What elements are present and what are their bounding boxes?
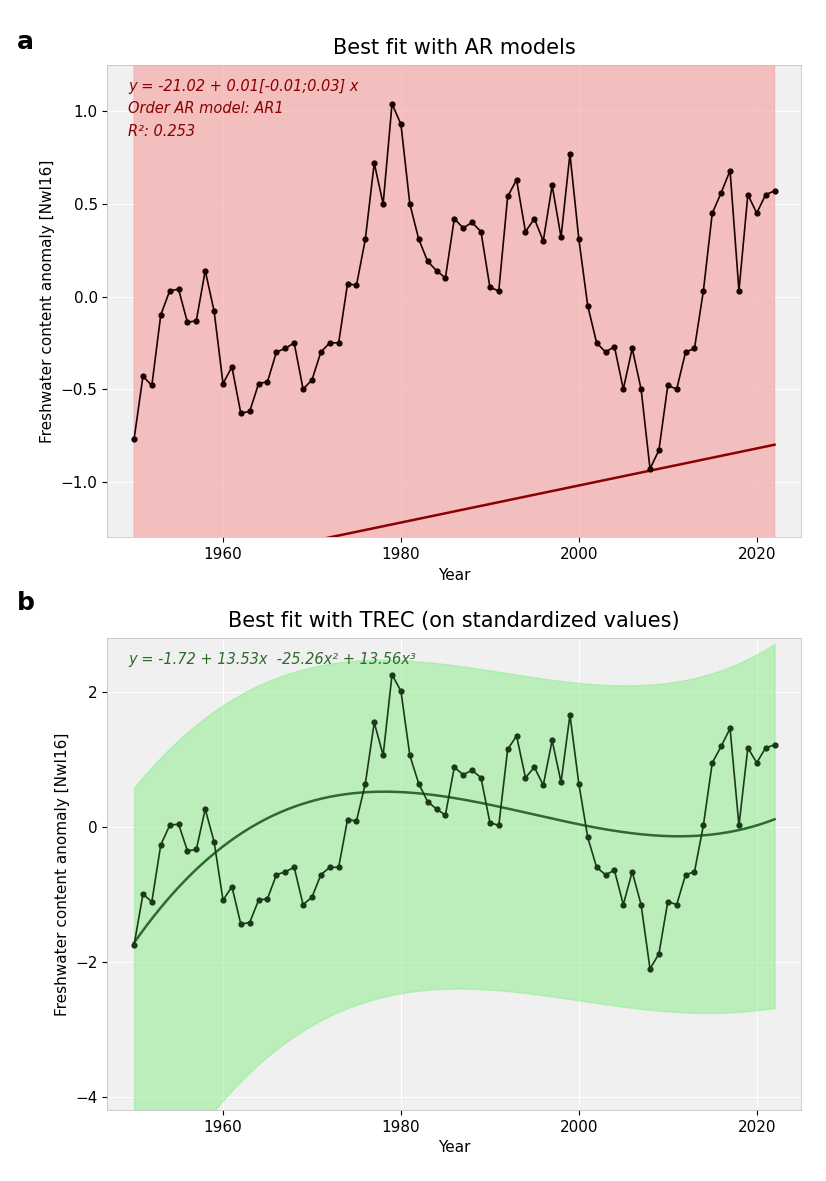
Title: Best fit with TREC (on standardized values): Best fit with TREC (on standardized valu… (229, 611, 680, 631)
Text: a: a (17, 30, 34, 53)
Text: y = -21.02 + 0.01[-0.01;0.03] x
Order AR model: AR1
R²: 0.253: y = -21.02 + 0.01[-0.01;0.03] x Order AR… (128, 79, 358, 138)
Text: b: b (17, 590, 35, 614)
Y-axis label: Freshwater content anomaly [NwI16]: Freshwater content anomaly [NwI16] (55, 732, 69, 1016)
X-axis label: Year: Year (438, 568, 471, 582)
X-axis label: Year: Year (438, 1141, 471, 1155)
Title: Best fit with AR models: Best fit with AR models (333, 38, 576, 58)
Y-axis label: Freshwater content anomaly [NwI16]: Freshwater content anomaly [NwI16] (40, 159, 55, 443)
Text: y = -1.72 + 13.53x  -25.26x² + 13.56x³: y = -1.72 + 13.53x -25.26x² + 13.56x³ (128, 652, 416, 667)
